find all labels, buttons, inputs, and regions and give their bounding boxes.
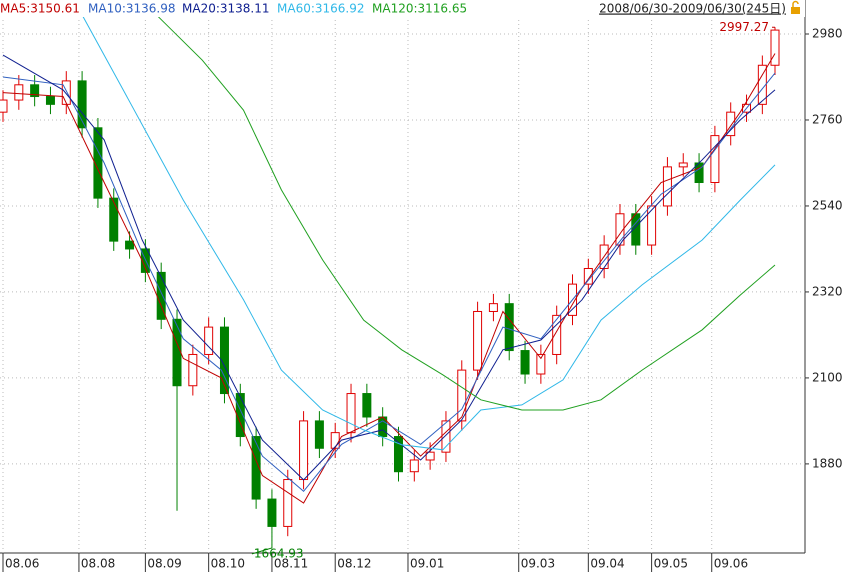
legend-background	[0, 0, 805, 17]
x-tick-label: 08.09	[147, 557, 181, 571]
candle-body	[219, 326, 229, 395]
x-tick-label: 08.08	[81, 557, 115, 571]
candle-body	[61, 80, 71, 105]
candle-body	[520, 350, 530, 375]
x-tick-label: 08.06	[5, 557, 39, 571]
candle-body	[647, 205, 657, 246]
candle-body	[757, 64, 767, 105]
candle-body	[662, 166, 672, 207]
x-tick-label: 08.11	[274, 557, 308, 571]
candle-body	[473, 310, 483, 371]
ma-line	[151, 9, 776, 411]
annotation-label: 2997.27	[719, 20, 769, 34]
candle-body	[125, 240, 135, 250]
candle-body	[710, 135, 720, 184]
x-tick-label: 08.12	[337, 557, 371, 571]
candle-body	[362, 393, 372, 418]
candle-body	[251, 436, 261, 500]
candle-body	[770, 29, 780, 66]
x-tick-label: 08.10	[211, 557, 245, 571]
lock-icon	[792, 0, 799, 7]
legend-entry: MA120:3116.65	[372, 2, 467, 16]
candle-body	[330, 432, 340, 449]
candle-body	[77, 80, 87, 129]
candle-body	[425, 451, 435, 461]
x-tick-label: 09.01	[410, 557, 444, 571]
ma-line	[2, 53, 776, 504]
candle-body	[299, 420, 309, 481]
candle-body	[30, 84, 40, 98]
annotation-arrow	[251, 547, 273, 555]
candle-body	[346, 393, 356, 434]
candle-body	[109, 197, 119, 242]
ma-line	[2, 72, 776, 493]
lock-icon	[791, 7, 800, 14]
candle-body	[45, 96, 55, 105]
candle-body	[583, 267, 593, 285]
candle-body	[409, 459, 419, 473]
y-tick-label: 2100	[812, 370, 843, 384]
candle-body	[536, 353, 546, 375]
candle-body	[0, 99, 8, 113]
candle-body	[172, 318, 182, 387]
x-tick-label: 09.06	[714, 557, 748, 571]
candle-body	[488, 303, 498, 312]
candle-body	[204, 326, 214, 355]
candle-body	[283, 479, 293, 527]
candle-body	[552, 314, 562, 355]
candle-body	[267, 498, 277, 527]
candle-body	[441, 420, 451, 453]
y-tick-label: 2320	[812, 284, 843, 298]
candle-body	[235, 393, 245, 438]
legend-entry: MA10:3136.98	[88, 2, 176, 16]
range-label: 2008/06/30-2009/06/30(245日)	[599, 2, 786, 16]
candle-body	[457, 369, 467, 422]
candle-body	[314, 420, 324, 449]
candle-body	[504, 303, 514, 352]
candle-body	[393, 436, 403, 473]
y-tick-label: 2760	[812, 112, 843, 126]
candle-body	[188, 353, 198, 387]
annotation-label: 1664.93	[254, 546, 304, 560]
candle-body	[678, 162, 688, 168]
candle-body	[93, 127, 103, 199]
legend-entry: MA60:3166.92	[277, 2, 365, 16]
ma-line	[81, 14, 776, 451]
candle-body	[14, 84, 24, 101]
x-tick-label: 09.05	[654, 557, 688, 571]
legend-entry: MA5:3150.61	[0, 2, 80, 16]
y-tick-label: 1880	[812, 456, 843, 470]
x-tick-label: 09.04	[590, 557, 624, 571]
x-tick-label: 09.03	[521, 557, 555, 571]
y-tick-label: 2540	[812, 198, 843, 212]
y-tick-label: 2980	[812, 27, 843, 41]
legend-entry: MA20:3138.11	[182, 2, 270, 16]
